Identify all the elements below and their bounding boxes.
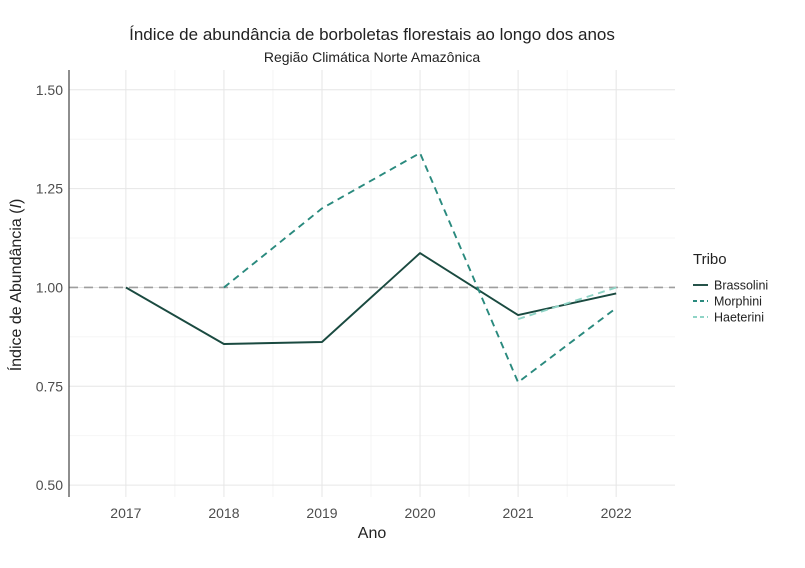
y-tick-label: 1.00 [36,279,63,295]
x-axis-title: Ano [358,525,387,542]
series-line-morphini [223,152,617,384]
x-tick-label: 2022 [601,505,632,521]
x-tick-label: 2017 [110,505,141,521]
legend-label-brassolini: Brassolini [714,279,768,293]
legend-label-haeterini: Haeterini [714,311,764,325]
y-tick-label: 0.75 [36,378,63,394]
y-axis-title-main: Índice de Abundância ( [6,208,25,371]
grid [69,70,675,497]
x-tick-labels: 2017 2018 2019 2020 2021 2022 [110,505,632,521]
legend-items: Brassolini Morphini Haeterini [693,279,768,325]
y-axis-title-end: ) [8,199,25,204]
legend-title: Tribo [693,251,727,268]
x-tick-label: 2021 [503,505,534,521]
series-line-haeterini [517,286,617,321]
y-axis-title: Índice de Abundância (I) [6,199,25,372]
series-line-brassolini [125,252,617,345]
x-tick-label: 2020 [404,505,435,521]
chart-title: Índice de abundância de borboletas flore… [129,25,615,44]
legend: Tribo Brassolini Morphini Haeterini [693,251,768,325]
y-tick-labels: 0.50 0.75 1.00 1.25 1.50 [36,82,63,493]
x-tick-label: 2019 [306,505,337,521]
y-tick-label: 1.50 [36,82,63,98]
y-tick-label: 1.25 [36,181,63,197]
series-group [125,152,617,384]
chart-subtitle: Região Climática Norte Amazônica [264,49,481,65]
legend-label-morphini: Morphini [714,295,762,309]
y-tick-label: 0.50 [36,477,63,493]
x-tick-label: 2018 [208,505,239,521]
y-axis-title-italic: I [8,203,25,208]
